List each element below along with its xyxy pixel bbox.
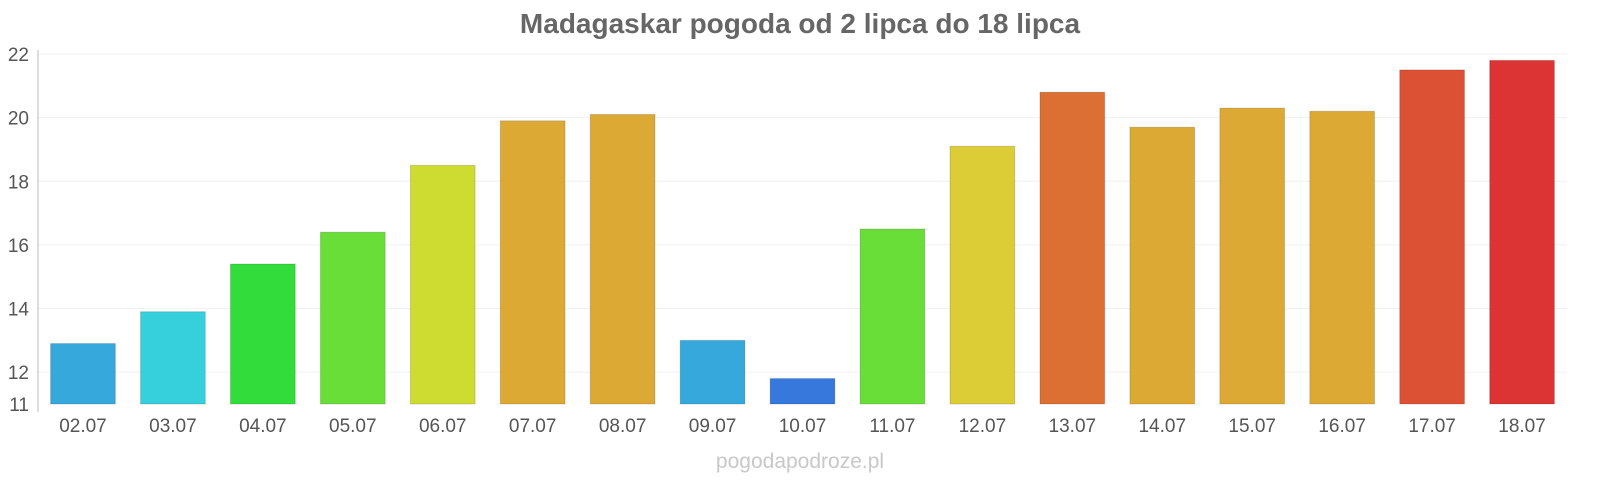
bar: [499, 120, 566, 405]
bar: [140, 311, 206, 405]
bar-chart-plot: 11 12 14 16 18 20 22 02.07 03.07 04.07 05.07 06.07 0…: [8, 45, 1567, 437]
x-tick-label: 14.07: [1138, 416, 1186, 437]
bar: [1039, 91, 1106, 405]
y-tick-label: 16: [8, 236, 29, 257]
x-tick-label: 16.07: [1318, 416, 1366, 437]
bar: [409, 164, 476, 405]
y-tick-label: 22: [8, 45, 29, 66]
y-tick-label: 18: [8, 172, 29, 193]
bar: [949, 145, 1016, 405]
x-tick-label: 11.07: [869, 416, 915, 437]
y-tick-label: 12: [8, 363, 29, 384]
chart-title: Madagaskar pogoda od 2 lipca do 18 lipca: [519, 8, 1081, 39]
bar: [589, 113, 656, 405]
bar: [50, 343, 116, 405]
x-tick-label: 03.07: [149, 416, 197, 437]
bar: [1489, 59, 1555, 405]
y-tick-label: 20: [8, 109, 29, 130]
bar: [1309, 110, 1376, 405]
bar: [229, 263, 296, 405]
x-tick-label: 07.07: [509, 416, 557, 437]
y-tick-label: 14: [8, 300, 30, 321]
x-tick-label: 04.07: [239, 416, 287, 437]
x-tick-label: 10.07: [779, 416, 827, 437]
bar: [859, 228, 926, 405]
x-tick-label: 06.07: [419, 416, 467, 437]
x-tick-label: 02.07: [59, 416, 107, 437]
x-tick-label: 18.07: [1498, 416, 1546, 437]
x-tick-label: 13.07: [1049, 416, 1097, 437]
x-tick-label: 09.07: [689, 416, 737, 437]
bar: [1219, 107, 1286, 405]
watermark: pogodapodroze.pl: [715, 450, 885, 473]
x-tick-label: 17.07: [1408, 416, 1456, 437]
bar: [679, 339, 746, 405]
x-tick-label: 12.07: [959, 416, 1007, 437]
x-tick-label: 05.07: [329, 416, 377, 437]
bar: [769, 378, 836, 405]
x-tick-label: 08.07: [599, 416, 647, 437]
y-tick-label: 11: [9, 395, 29, 416]
bar: [1399, 69, 1465, 405]
bar: [1129, 126, 1196, 405]
x-tick-label: 15.07: [1228, 416, 1276, 437]
bar: [319, 231, 386, 405]
